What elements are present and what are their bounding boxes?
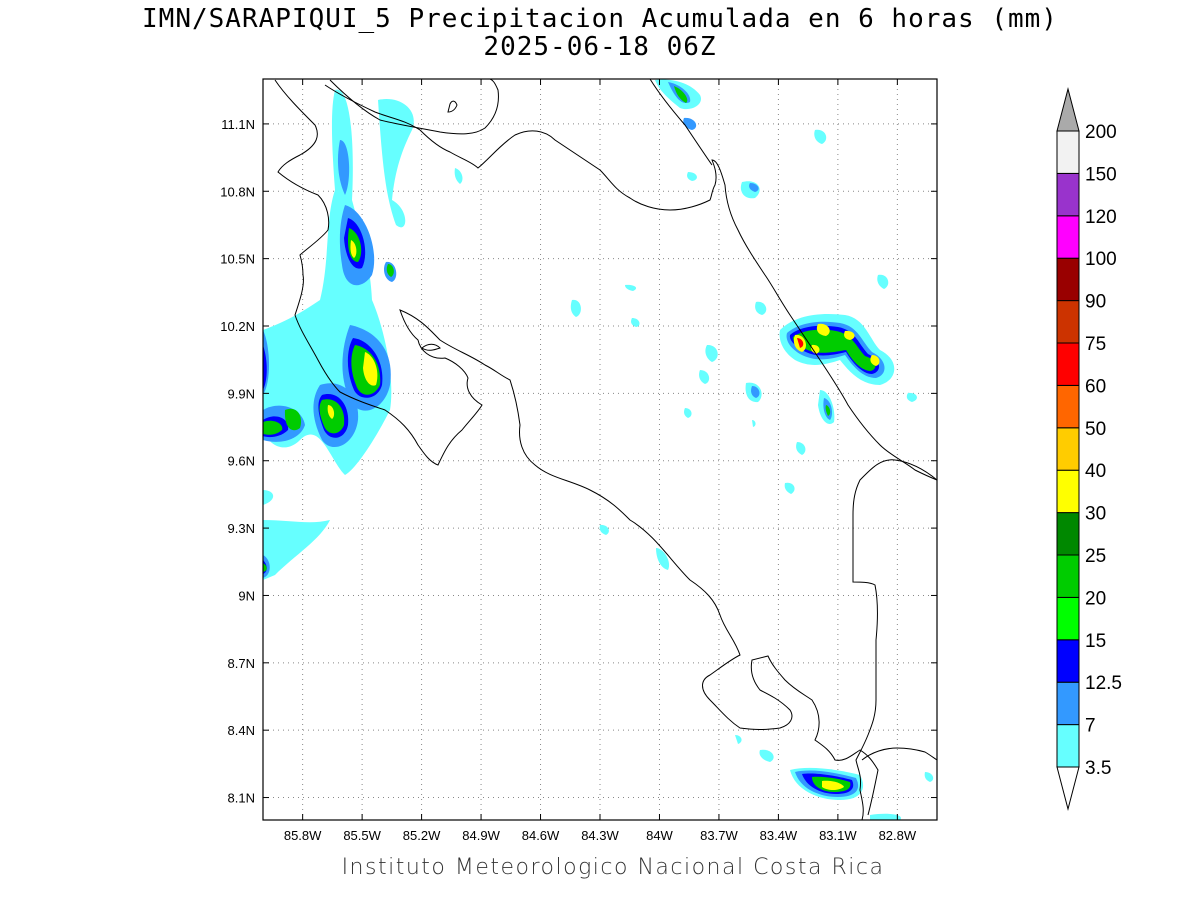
caribbean-coast-nicaragua	[649, 79, 713, 166]
lake-nicaragua-outline	[329, 79, 499, 135]
lat-tick-label: 9.3N	[228, 521, 255, 536]
lon-tick-label: 83.4W	[760, 828, 798, 843]
lat-tick-label: 10.2N	[220, 319, 255, 334]
lat-tick-label: 8.7N	[228, 656, 255, 671]
colorbar-swatch	[1056, 215, 1080, 259]
colorbar-label: 200	[1085, 122, 1117, 143]
border-nicaragua-costarica	[324, 84, 937, 481]
lon-tick-label: 83.1W	[819, 828, 857, 843]
panama-coast-line	[861, 747, 937, 761]
colorbar-label: 25	[1085, 546, 1106, 567]
lon-tick-label: 82.8W	[879, 828, 917, 843]
footer-credit: Instituto Meteorologico Nacional Costa R…	[341, 855, 885, 880]
lat-tick-label: 8.1N	[228, 791, 255, 806]
precip-region-nicoya	[263, 89, 414, 580]
lon-tick-label: 83.7W	[700, 828, 738, 843]
lon-tick-label: 84W	[646, 828, 673, 843]
colorbar-swatch	[1056, 427, 1080, 471]
colorbar-label: 3.5	[1085, 758, 1111, 779]
lat-tick-label: 9.6N	[228, 454, 255, 469]
colorbar-swatch	[1056, 469, 1080, 514]
colorbar-label: 12.5	[1085, 673, 1122, 694]
lat-tick-label: 9.9N	[228, 386, 255, 401]
colorbar-label: 60	[1085, 376, 1106, 397]
colorbar-label: 120	[1085, 207, 1117, 228]
colorbar-min-triangle	[1056, 766, 1080, 811]
colorbar-swatch	[1056, 639, 1080, 683]
map-subtitle-datetime: 2025-06-18 06Z	[483, 32, 717, 62]
colorbar-legend: 3.5 7 12.5 15 20 25 30 40 50 60 75 90 100 120 150 200	[1056, 87, 1122, 811]
colorbar-label: 30	[1085, 504, 1106, 525]
colorbar-label: 90	[1085, 292, 1106, 313]
border-costarica-panama	[852, 459, 937, 820]
coastlines-borders	[274, 79, 937, 820]
colorbar-swatch	[1056, 596, 1080, 641]
nicaragua-coast-line	[274, 79, 879, 816]
plot-area	[262, 78, 938, 821]
lat-tick-label: 8.4N	[228, 723, 255, 738]
colorbar-swatch	[1056, 681, 1080, 726]
colorbar-label: 75	[1085, 334, 1106, 355]
colorbar-label: 40	[1085, 461, 1106, 482]
lon-tick-label: 84.9W	[462, 828, 500, 843]
lon-tick-label: 84.3W	[581, 828, 619, 843]
precipitation-field	[263, 79, 934, 820]
longitude-axis: 85.8W 85.5W 85.2W 84.9W 84.6W 84.3W 84W 83.7W 83…	[284, 79, 917, 843]
colorbar-swatch	[1056, 172, 1080, 217]
colorbar-swatch	[1056, 554, 1080, 598]
colorbar-swatch	[1056, 300, 1080, 344]
colorbar-swatch	[1056, 342, 1080, 386]
lat-tick-label: 10.8N	[220, 184, 255, 199]
gulf-nicoya-outline	[421, 343, 441, 351]
lat-tick-label: 11.1N	[221, 117, 255, 132]
lon-tick-label: 85.5W	[343, 828, 381, 843]
lon-tick-label: 84.6W	[522, 828, 560, 843]
map-title: IMN/SARAPIQUI_5 Precipitacion Acumulada …	[142, 4, 1058, 34]
precip-region-limon	[779, 313, 895, 385]
lake-islet-outline	[447, 100, 458, 113]
colorbar-swatch	[1056, 512, 1080, 556]
lat-tick-label: 10.5N	[220, 252, 255, 267]
colorbar-label: 7	[1085, 716, 1096, 737]
lon-tick-label: 85.8W	[284, 828, 322, 843]
colorbar-label: 100	[1085, 249, 1117, 270]
colorbar-swatch	[1056, 724, 1080, 768]
colorbar-swatch	[1056, 384, 1080, 429]
precip-region-south-pacific	[735, 735, 934, 820]
colorbar-max-triangle	[1056, 87, 1080, 132]
colorbar-label: 150	[1085, 164, 1117, 185]
latitude-axis: 11.1N 10.8N 10.5N 10.2N 9.9N 9.6N 9.3N 9N 8.7N 8.…	[220, 117, 937, 806]
colorbar-label: 50	[1085, 419, 1106, 440]
lat-tick-label: 9N	[238, 588, 255, 603]
colorbar-swatch	[1056, 130, 1080, 174]
colorbar-swatch	[1056, 257, 1080, 302]
lon-tick-label: 85.2W	[403, 828, 441, 843]
colorbar-label: 15	[1085, 631, 1106, 652]
colorbar-label: 20	[1085, 588, 1106, 609]
